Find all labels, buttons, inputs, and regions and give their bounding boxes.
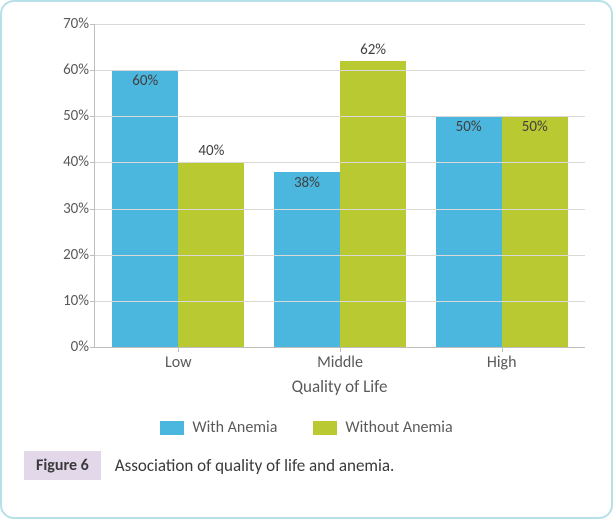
figure-caption: Figure 6 Association of quality of life … [24,451,589,480]
x-tick-mark [178,347,179,352]
y-tick-label: 10% [63,292,95,310]
bar [274,172,340,347]
grid-line [95,24,585,25]
y-tick-label: 50% [63,107,95,125]
bar-value-label: 50% [502,118,568,136]
x-tick-mark [502,347,503,352]
figure-text: Association of quality of life and anemi… [115,455,395,476]
y-tick-label: 40% [63,153,95,171]
plot: 60%40%38%62%50%50% 0%10%20%30%40%50%60%7… [94,24,585,348]
y-tick-label: 30% [63,200,95,218]
bar [340,61,406,347]
y-tick-label: 60% [63,61,95,79]
grid-line [95,209,585,210]
x-tick-mark [340,347,341,352]
figure-badge: Figure 6 [24,451,101,480]
bars-layer: 60% 40% 38% 62% 50%50% [95,24,585,347]
plot-wrap: 60%40%38%62%50%50% 0%10%20%30%40%50%60%7… [94,24,585,348]
legend-label: Without Anemia [345,418,452,437]
bar [436,116,502,347]
grid-line [95,255,585,256]
legend-item-without-anemia: Without Anemia [313,418,452,437]
bar-value-label: 50% [436,118,502,136]
bar-value-label: 38% [274,174,340,192]
grid-line [95,162,585,163]
legend-swatch [160,421,184,435]
x-axis-label: Quality of Life [292,376,388,397]
legend-item-with-anemia: With Anemia [160,418,277,437]
figure-frame: % of Participants with Anemia 60%40%38%6… [0,0,613,519]
y-tick-label: 20% [63,246,95,264]
legend-swatch [313,421,337,435]
bar-value-label: 60% [112,72,178,90]
grid-line [95,70,585,71]
y-tick-label: 70% [63,15,95,33]
legend-label: With Anemia [192,418,277,437]
bar-value-label: 40% [178,142,244,160]
y-tick-label: 0% [71,338,95,356]
bar [502,116,568,347]
chart-area: % of Participants with Anemia 60%40%38%6… [24,20,589,380]
grid-line [95,116,585,117]
legend: With Anemia Without Anemia [24,418,589,437]
grid-line [95,301,585,302]
bar-value-label: 62% [340,41,406,59]
